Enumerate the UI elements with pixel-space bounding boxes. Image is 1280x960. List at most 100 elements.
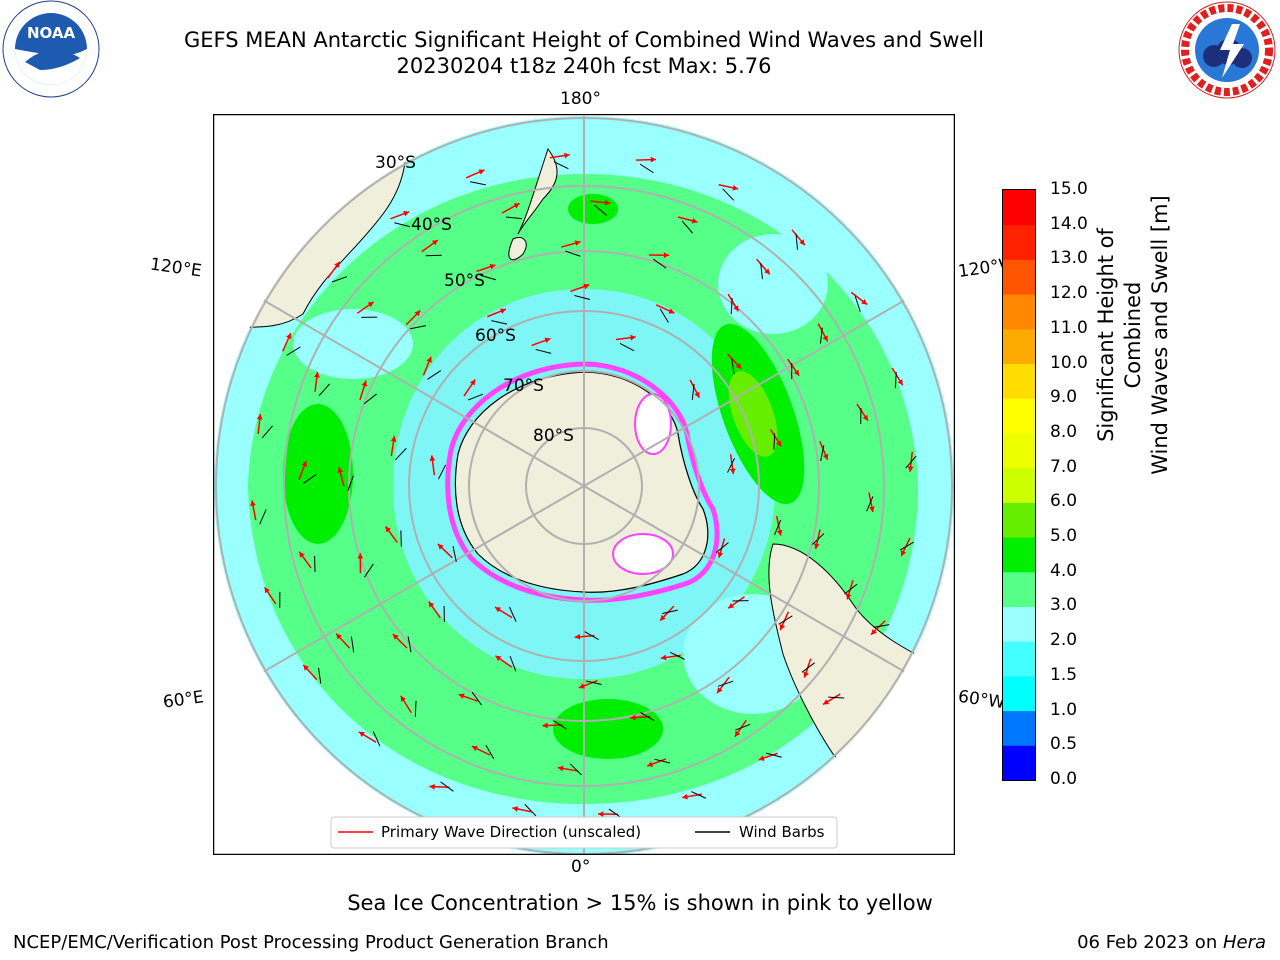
noaa-logo-text: NOAA [27, 24, 76, 42]
footer-branch: NCEP/EMC/Verification Post Processing Pr… [13, 932, 609, 953]
wave-arrow-head [392, 633, 399, 640]
wave-arrow-head [428, 601, 435, 608]
wind-barb [286, 346, 301, 356]
wave-arrow-head [682, 793, 688, 800]
footer-host: Hera [1222, 932, 1266, 953]
wave-arrow-head [776, 529, 783, 536]
wind-barb [302, 474, 317, 484]
wind-barb [452, 546, 457, 562]
wave-arrow-head [429, 783, 435, 790]
colorbar-swatch [1003, 294, 1035, 330]
wave-arrow-head [574, 633, 581, 640]
colorbar-tick-label: 13.0 [1050, 248, 1088, 269]
wind-barb [347, 475, 354, 491]
wind-barb [662, 609, 678, 615]
map-title-line1: GEFS MEAN Antarctic Significant Height o… [183, 28, 985, 52]
wind-barb [506, 216, 523, 220]
wave-arrow-head [732, 184, 739, 191]
wave-arrow-head [303, 664, 309, 671]
lat-label-50: 50°S [444, 271, 485, 291]
wave-arrow-head [512, 806, 519, 812]
wave-arrow-head [264, 587, 270, 594]
wave-arrow-head [734, 730, 741, 737]
wind-barb [480, 274, 497, 281]
wave-arrow-head [578, 683, 585, 689]
wind-barb [640, 712, 655, 722]
wind-barb [652, 258, 667, 269]
wind-barb [594, 204, 607, 216]
wind-barb [470, 181, 486, 186]
colorbar-label-line1: Significant Height of Combined [1094, 228, 1145, 442]
footer-date-text: 06 Feb 2023 on [1077, 932, 1223, 953]
colorbar-swatch [1003, 606, 1035, 642]
wind-barb [619, 343, 635, 352]
lat-label-40: 40°S [411, 215, 452, 235]
wind-barb [394, 447, 407, 461]
colorbar-swatch [1003, 190, 1035, 226]
wind-barb [350, 636, 355, 653]
wave-arrow-head [660, 614, 666, 621]
wave-arrow-head [494, 607, 501, 613]
wave-arrow-head [437, 543, 444, 550]
wave-arrow-head [367, 301, 374, 308]
wind-barb [730, 298, 733, 315]
wind-barb [259, 509, 267, 525]
wind-barb [331, 276, 348, 283]
wave-arrow-head [429, 455, 436, 461]
lat-label-70: 70°S [503, 376, 544, 396]
wave-arrow-head [495, 655, 502, 662]
wave-arrow-head [458, 693, 465, 699]
colorbar-tick-label: 15.0 [1050, 179, 1088, 199]
wind-barb [691, 791, 707, 799]
wind-barb [774, 519, 782, 536]
colorbar-tick-label: 10.0 [1050, 352, 1088, 373]
colorbar-swatch [1003, 710, 1035, 746]
wind-barb [766, 752, 782, 758]
wave-arrow-head [489, 263, 496, 270]
colorbar-swatch [1003, 675, 1035, 712]
lon-label-0: 0° [571, 857, 591, 877]
colorbar-tick-label: 0.0 [1050, 769, 1078, 789]
wave-arrow-head [604, 199, 611, 206]
wave-arrow-head [897, 379, 903, 386]
wave-arrow-head [764, 268, 770, 275]
colorbar-tick-label: 4.0 [1050, 560, 1078, 581]
colorbar-tick-label: 11.0 [1050, 317, 1088, 338]
wave-arrow-head [361, 380, 368, 387]
wind-barb [485, 744, 495, 760]
wave-arrow-head [390, 436, 397, 442]
lon-label-120e: 120°E [148, 254, 203, 282]
wind-barb [844, 583, 858, 595]
colorbar-swatch [1003, 432, 1035, 469]
sea-ice-caption: Sea Ice Concentration > 15% is shown in … [347, 891, 933, 915]
wind-barb [639, 163, 654, 174]
wind-barb [318, 667, 322, 684]
colorbar-swatch [1003, 398, 1035, 434]
wind-barb [828, 696, 845, 699]
wind-barb [819, 327, 823, 344]
wave-arrow-head [544, 337, 551, 344]
colorbar-tick-label: 12.0 [1050, 283, 1088, 304]
wave-arrow-head [907, 466, 914, 472]
wind-barb [524, 804, 537, 817]
wave-arrow-head [426, 356, 432, 363]
wind-barb [585, 680, 602, 686]
legend-wave-direction: Primary Wave Direction (unscaled) [381, 823, 641, 841]
wind-barb [811, 533, 825, 545]
colorbar-tick-label: 1.0 [1050, 699, 1078, 720]
wave-arrow-head [900, 550, 907, 557]
wave-arrow-head [314, 371, 320, 378]
wave-arrow-head [650, 156, 657, 163]
wave-arrow-head [299, 551, 305, 558]
wind-barb [437, 464, 447, 480]
wind-barb [681, 220, 694, 234]
wind-barb [760, 263, 763, 280]
wave-arrow-head [471, 745, 478, 752]
wind-barb [410, 325, 427, 330]
wave-arrow-head [250, 500, 256, 507]
wave-arrow-head [694, 391, 700, 398]
wind-barb [773, 433, 776, 450]
wave-arrow-head [337, 467, 344, 474]
colorbar-tick-label: 2.0 [1050, 630, 1078, 651]
noaa-logo: NOAA [0, 0, 104, 108]
